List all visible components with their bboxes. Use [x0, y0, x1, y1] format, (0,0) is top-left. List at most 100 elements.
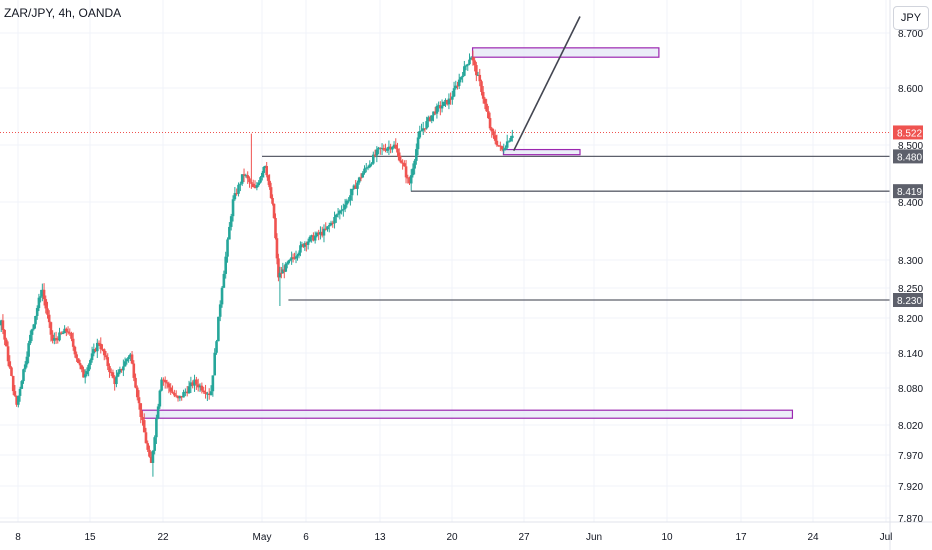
- candle: [185, 386, 189, 397]
- candle-body: [209, 391, 213, 395]
- candle-body: [189, 382, 193, 387]
- candle-body: [331, 222, 335, 224]
- candle: [53, 332, 56, 345]
- candle-body: [399, 160, 403, 163]
- candle-body: [317, 232, 320, 235]
- candle-body: [22, 369, 25, 382]
- candle-body: [275, 238, 279, 259]
- zone-rectangle[interactable]: [141, 409, 794, 419]
- x-tick-label: 20: [446, 532, 458, 543]
- candle: [202, 386, 205, 394]
- candle-body: [500, 146, 504, 150]
- candle: [15, 395, 18, 407]
- candle-body: [63, 328, 66, 334]
- candle: [274, 213, 277, 240]
- candle: [137, 390, 141, 410]
- candle-body: [480, 81, 483, 92]
- zone-rectangle[interactable]: [471, 47, 660, 58]
- candle: [299, 241, 302, 257]
- candle: [406, 174, 410, 184]
- candle: [352, 184, 356, 190]
- candle: [478, 68, 482, 87]
- candle: [495, 134, 499, 147]
- candle-body: [487, 111, 490, 119]
- candle-body: [32, 324, 36, 330]
- candle: [142, 413, 146, 433]
- candle-body: [80, 365, 84, 370]
- candle-body: [420, 130, 423, 132]
- candle-body: [274, 217, 277, 239]
- candle-body: [382, 148, 386, 150]
- candle-body: [66, 331, 70, 333]
- price-axis[interactable]: 8.700 8.600 8.500 8.400 8.300 8.250 8.200 8.140…: [898, 29, 923, 525]
- candle-body: [153, 437, 156, 451]
- candle-body: [499, 145, 502, 147]
- candle-body: [475, 65, 478, 76]
- candle: [263, 165, 267, 169]
- candle: [433, 106, 437, 116]
- currency-button[interactable]: JPY: [893, 6, 929, 30]
- projection-line[interactable]: [512, 16, 581, 152]
- candle: [29, 330, 32, 346]
- horizontal-levels[interactable]: [0, 131, 890, 301]
- candle: [475, 61, 478, 82]
- candle-body: [262, 166, 266, 173]
- candle-body: [87, 364, 90, 372]
- candle-body: [260, 172, 264, 178]
- price-label-tag: 8.230: [893, 293, 923, 307]
- candle-body: [113, 377, 116, 385]
- candle-body: [174, 395, 178, 397]
- candle: [449, 92, 452, 105]
- candle-body: [511, 135, 514, 139]
- candle-body: [290, 257, 293, 260]
- candle-body: [451, 96, 454, 100]
- candle: [213, 348, 216, 376]
- candle-body: [384, 149, 387, 151]
- candle-body: [204, 391, 207, 395]
- candle: [85, 367, 89, 377]
- candle: [445, 99, 449, 106]
- candle: [359, 173, 363, 182]
- candle: [5, 337, 8, 347]
- candle-body: [408, 178, 411, 184]
- candle: [444, 98, 447, 107]
- candle-body: [324, 228, 328, 230]
- candle: [416, 131, 420, 156]
- candle: [122, 359, 125, 377]
- candle-body: [306, 241, 310, 245]
- candle: [176, 395, 180, 402]
- candle-body: [415, 149, 418, 161]
- time-axis[interactable]: 8 15 22 May 6 13 20 27 Jun 10 17 24 Jul: [15, 532, 892, 543]
- candle-body: [354, 185, 357, 189]
- candle: [466, 63, 470, 71]
- candle: [1, 314, 5, 335]
- candle-body: [180, 395, 183, 398]
- candle: [280, 266, 283, 279]
- candle: [302, 243, 305, 249]
- candle: [442, 101, 446, 107]
- y-tick-label: 7.920: [898, 482, 923, 493]
- candle-body: [182, 392, 185, 398]
- candle: [335, 213, 338, 223]
- y-tick-label: 8.400: [898, 198, 923, 209]
- candle: [34, 315, 37, 329]
- candle-body: [327, 225, 331, 227]
- candle: [408, 176, 411, 186]
- candle-body: [29, 334, 32, 344]
- candle: [262, 166, 266, 178]
- candle: [259, 176, 262, 184]
- candle: [244, 173, 248, 178]
- candle: [271, 194, 274, 206]
- candle-body: [428, 117, 432, 121]
- candle-body: [158, 390, 162, 407]
- candle-body: [89, 360, 92, 365]
- candle: [94, 347, 97, 353]
- highlight-zones[interactable]: [141, 47, 794, 419]
- candle-body: [49, 322, 53, 335]
- candle: [282, 265, 286, 279]
- projection-trendline[interactable]: [512, 16, 581, 152]
- candle-body: [244, 175, 248, 177]
- zone-rectangle[interactable]: [502, 148, 581, 156]
- candle-body: [485, 103, 488, 112]
